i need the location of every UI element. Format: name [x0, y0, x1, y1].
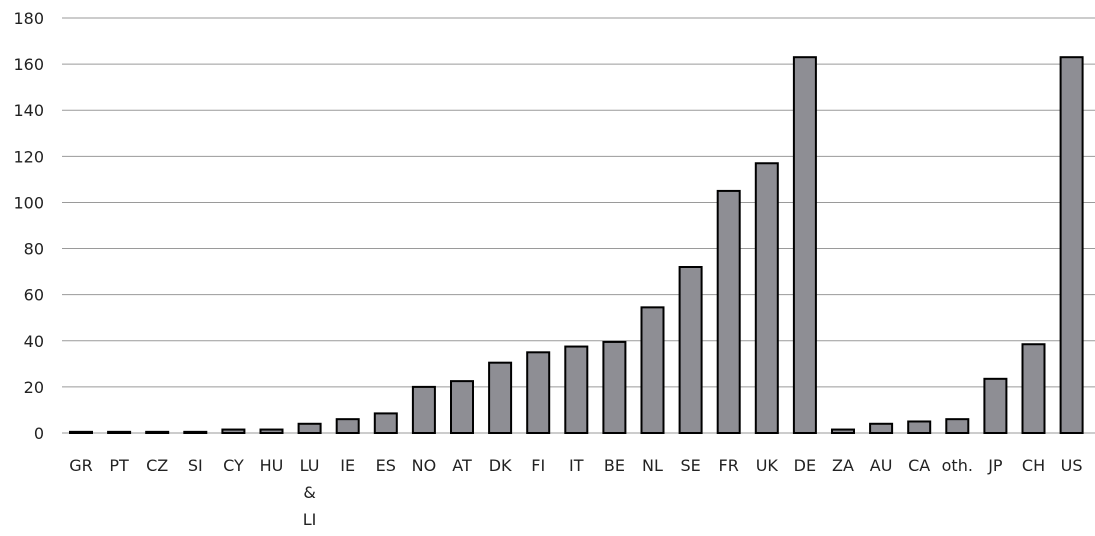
- x-tick-label: BE: [604, 456, 625, 475]
- bar: [259, 428, 284, 434]
- bar: [792, 56, 817, 434]
- bar: [488, 361, 513, 434]
- x-tick-label: FR: [719, 456, 739, 475]
- bar: [602, 340, 627, 434]
- bar: [107, 430, 132, 435]
- bar: [907, 420, 932, 435]
- x-tick-label: SE: [680, 456, 700, 475]
- x-tick-label: US: [1061, 456, 1083, 475]
- gridlines: [62, 17, 1095, 434]
- x-tick-label: PT: [109, 456, 129, 475]
- x-tick-label: GR: [69, 456, 93, 475]
- x-tick-label: NO: [412, 456, 437, 475]
- y-tick-label: 80: [24, 240, 44, 259]
- x-tick-label: NL: [642, 456, 663, 475]
- bar: [145, 430, 170, 435]
- bar: [564, 345, 589, 434]
- x-tick-label: AU: [870, 456, 893, 475]
- bar: [754, 162, 779, 434]
- y-tick-label: 100: [13, 193, 44, 212]
- x-tick-label: IE: [340, 456, 355, 475]
- y-tick-label: 60: [24, 286, 44, 305]
- bar: [297, 422, 322, 434]
- y-tick-label: 20: [24, 378, 44, 397]
- y-tick-label: 160: [13, 55, 44, 74]
- x-tick-label: AT: [452, 456, 472, 475]
- bar: [450, 380, 474, 434]
- y-tick-label: 140: [13, 101, 44, 120]
- x-tick-label: UK: [756, 456, 779, 475]
- x-tick-label: oth.: [942, 456, 973, 475]
- x-tick-label: SI: [188, 456, 203, 475]
- bar: [640, 306, 665, 435]
- bar: [526, 351, 551, 434]
- y-axis-tick-labels: 0 20 40 60 80 100 120 140 160 180: [13, 9, 44, 443]
- x-tick-label: LU & LI: [300, 456, 320, 529]
- x-tick-label: ZA: [832, 456, 854, 475]
- bar: [373, 412, 398, 434]
- x-tick-label: DE: [794, 456, 816, 475]
- bar: [831, 428, 855, 434]
- x-tick-label: FI: [531, 456, 545, 475]
- x-tick-label: CZ: [146, 456, 168, 475]
- x-axis-tick-labels: GR PT CZ SI CY HU LU & LI IE ES NO AT DK FI IT BE NL SE FR U…: [69, 456, 1082, 529]
- bar: [69, 430, 93, 435]
- x-tick-label: CH: [1022, 456, 1045, 475]
- bar: [335, 418, 360, 434]
- y-tick-label: 40: [24, 332, 44, 351]
- bar: [1059, 56, 1084, 434]
- bar: [1021, 343, 1046, 434]
- bar: [411, 385, 436, 434]
- x-tick-label: DK: [489, 456, 512, 475]
- bars: [69, 56, 1084, 435]
- bar: [716, 189, 741, 434]
- x-tick-label: CY: [223, 456, 244, 475]
- bar: [945, 418, 970, 434]
- bar: [869, 422, 894, 434]
- x-tick-label: JP: [987, 456, 1003, 475]
- x-tick-label: HU: [260, 456, 284, 475]
- bar: [678, 266, 703, 434]
- x-tick-label: CA: [908, 456, 930, 475]
- bar: [183, 430, 208, 435]
- y-tick-label: 0: [34, 424, 44, 443]
- y-tick-label: 120: [13, 147, 44, 166]
- x-tick-label: IT: [569, 456, 584, 475]
- x-tick-label: ES: [376, 456, 396, 475]
- y-tick-label: 180: [13, 9, 44, 28]
- bar: [983, 377, 1008, 435]
- bar: [221, 428, 246, 434]
